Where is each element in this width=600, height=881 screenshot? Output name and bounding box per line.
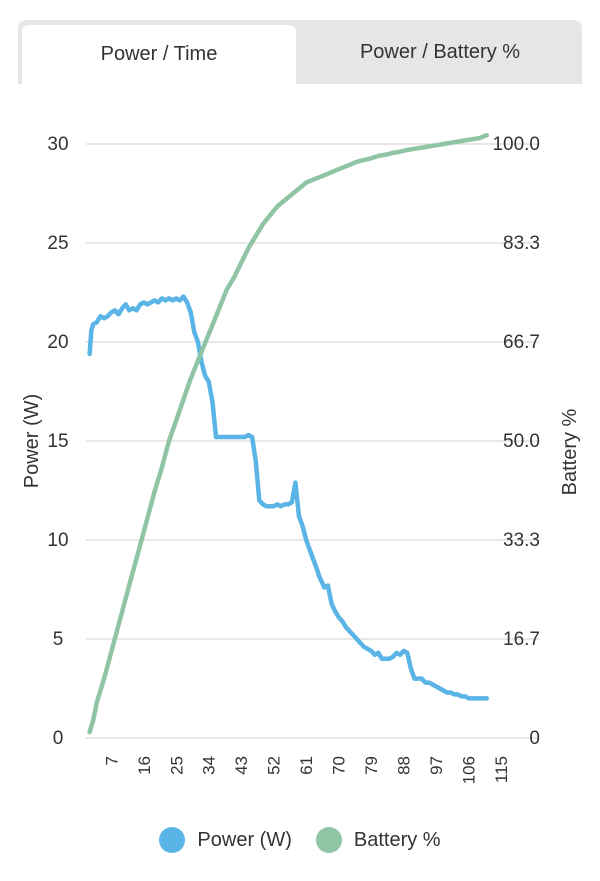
legend-item-power[interactable]: Power (W) — [159, 827, 292, 853]
x-tick-label: 61 — [297, 756, 316, 775]
y-right-tick-label: 0 — [529, 728, 540, 749]
x-tick-label: 70 — [330, 756, 349, 775]
y-right-tick-label: 50.0 — [503, 431, 540, 452]
y-left-tick-label: 30 — [47, 134, 68, 155]
y-right-axis-title: Battery % — [559, 408, 581, 495]
chart-legend: Power (W) Battery % — [0, 820, 600, 860]
x-tick-label: 7 — [102, 756, 121, 765]
x-tick-label: 88 — [395, 756, 414, 775]
x-tick-label: 115 — [492, 756, 511, 783]
y-right-tick-label: 33.3 — [503, 530, 540, 551]
y-left-tick-label: 10 — [47, 530, 68, 551]
line-chart: 0 0 5 16.7 10 33.3 15 50.0 20 66.7 25 83.3 30 100.0 Po… — [21, 132, 581, 784]
y-right-tick-label: 100.0 — [492, 134, 540, 155]
x-tick-label: 52 — [265, 756, 284, 775]
tab-power-battery[interactable]: Power / Battery % — [359, 40, 521, 63]
legend-label-power: Power (W) — [197, 828, 292, 851]
legend-item-battery[interactable]: Battery % — [315, 827, 441, 853]
x-tick-label: 25 — [167, 756, 186, 775]
y-right-tick-label: 16.7 — [503, 629, 540, 650]
y-left-tick-label: 20 — [47, 332, 68, 353]
tab-bar: Power / Time Power / Battery % — [18, 20, 582, 84]
y-left-tick-label: 0 — [53, 728, 64, 749]
x-tick-label: 97 — [427, 756, 446, 775]
y-right-tick-label: 83.3 — [503, 233, 540, 254]
x-tick-label: 43 — [232, 756, 251, 775]
y-left-tick-label: 25 — [47, 233, 68, 254]
legend-swatch-power — [159, 827, 186, 853]
x-tick-label: 106 — [460, 756, 479, 784]
series-line-power — [87, 294, 489, 701]
x-tick-label: 34 — [200, 756, 219, 775]
y-right-tick-label: 66.7 — [503, 332, 540, 353]
x-tick-label: 79 — [362, 756, 381, 775]
tab-power-time[interactable]: Power / Time — [22, 25, 296, 84]
x-tick-label: 16 — [135, 756, 154, 775]
y-left-tick-label: 5 — [53, 629, 64, 650]
y-left-tick-label: 15 — [47, 431, 68, 452]
series-line-battery — [87, 132, 489, 735]
legend-label-battery: Battery % — [353, 828, 441, 851]
y-left-axis-title: Power (W) — [21, 394, 43, 488]
legend-swatch-battery — [315, 827, 342, 853]
